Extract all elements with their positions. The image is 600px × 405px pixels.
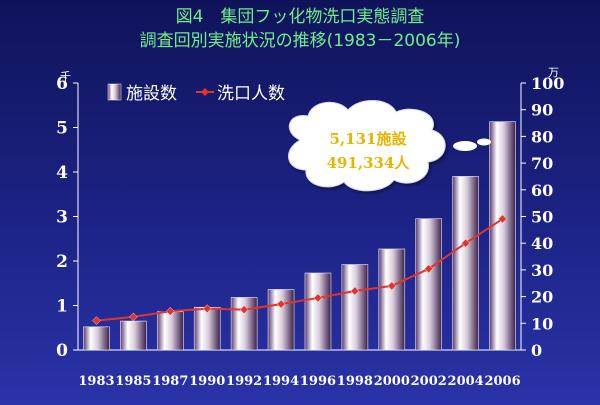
x-axis-label-1985: 1985 xyxy=(115,374,151,389)
x-axis-label-2004: 2004 xyxy=(448,374,484,389)
bar-1990 xyxy=(193,306,221,351)
x-axis-label-1990: 1990 xyxy=(189,374,225,389)
callout-cloud xyxy=(288,100,446,192)
right-axis-tick-label: 10 xyxy=(531,314,553,333)
line-point-1994 xyxy=(276,299,286,309)
left-axis-tick-label: 6 xyxy=(56,74,68,94)
right-axis-tick-label: 30 xyxy=(531,261,553,280)
line-point-1998 xyxy=(350,286,360,296)
x-axis-label-1992: 1992 xyxy=(226,374,262,389)
x-axis-label-1996: 1996 xyxy=(300,374,336,389)
legend-line-marker xyxy=(201,88,209,96)
right-axis-tick-label: 50 xyxy=(531,208,553,227)
left-axis-tick-label: 5 xyxy=(56,119,68,139)
left-axis-tick-label: 0 xyxy=(56,341,68,361)
callout-line2: 491,334人 xyxy=(327,154,411,172)
left-axis-tick-label: 3 xyxy=(56,208,68,228)
right-axis-tick-label: 100 xyxy=(531,74,564,93)
bar-1998 xyxy=(341,264,369,351)
bar-2006 xyxy=(489,121,516,351)
line-point-1992 xyxy=(239,305,249,315)
right-axis-tick-label: 40 xyxy=(531,234,553,253)
x-axis-label-2002: 2002 xyxy=(411,374,447,389)
line-point-1983 xyxy=(92,316,101,325)
bar-2004 xyxy=(452,176,479,351)
right-axis-tick-label: 70 xyxy=(531,154,553,173)
line-point-1987 xyxy=(165,306,175,316)
left-axis-tick-label: 1 xyxy=(56,297,68,317)
x-axis-label-2006: 2006 xyxy=(484,374,520,389)
line-point-2004 xyxy=(461,238,470,248)
chart-title-line1: 図4 集団フッ化物洗口実態調査 xyxy=(175,7,425,27)
x-axis-label-1998: 1998 xyxy=(337,374,373,389)
line-point-2006 xyxy=(498,214,507,224)
legend-bar-swatch xyxy=(107,83,122,101)
x-axis-label-1983: 1983 xyxy=(78,374,114,389)
callout-line1: 5,131施設 xyxy=(330,130,408,148)
legend: 施設数 洗口人数 xyxy=(107,83,285,104)
bar-1996 xyxy=(304,272,332,351)
left-axis-tick-label: 2 xyxy=(56,252,68,272)
right-axis-tick-label: 80 xyxy=(531,127,553,146)
callout-tail-large xyxy=(453,141,477,151)
bar-2000 xyxy=(378,248,406,351)
line-point-1985 xyxy=(129,312,138,322)
line-series-path xyxy=(96,218,504,322)
right-axis-tick-label: 20 xyxy=(531,288,553,307)
bar-2002 xyxy=(415,218,443,351)
right-axis-tick-label: 90 xyxy=(531,101,553,120)
callout-tail-small xyxy=(477,138,491,146)
x-axis-label-1994: 1994 xyxy=(263,374,299,389)
x-axis-label-2000: 2000 xyxy=(374,374,410,389)
bar-1985 xyxy=(120,320,147,351)
line-point-2000 xyxy=(387,281,397,291)
line-point-1996 xyxy=(313,293,323,303)
x-axis-label-1987: 1987 xyxy=(152,374,188,389)
right-axis-unit: 万 xyxy=(548,66,559,79)
bar-1987 xyxy=(156,311,184,351)
line-point-1990 xyxy=(202,304,212,313)
line-point-2002 xyxy=(424,264,434,274)
chart-title-line2: 調査回別実施状況の推移(1983－2006年) xyxy=(139,31,461,51)
right-axis-tick-label: 60 xyxy=(531,181,553,200)
left-axis-unit: 千 xyxy=(60,70,71,83)
legend-line-label: 洗口人数 xyxy=(217,84,285,104)
left-axis-tick-label: 4 xyxy=(56,163,68,183)
right-axis-tick-label: 0 xyxy=(531,341,542,360)
bar-1983 xyxy=(83,326,110,351)
legend-bar-label: 施設数 xyxy=(126,84,177,104)
bar-1994 xyxy=(267,289,295,351)
